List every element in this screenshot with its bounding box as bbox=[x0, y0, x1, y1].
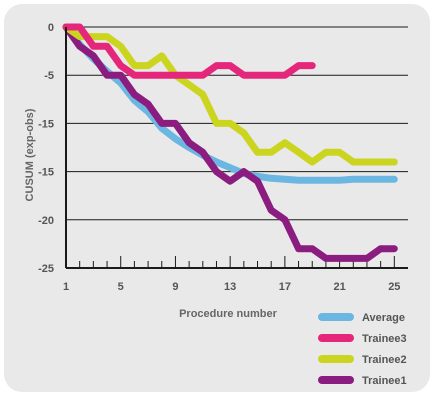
x-axis-title: Procedure number bbox=[179, 308, 278, 320]
y-tick-label: -20 bbox=[38, 215, 54, 227]
x-tick-label: 5 bbox=[118, 281, 124, 293]
series-line-trainee3 bbox=[62, 23, 316, 79]
series-lines bbox=[62, 23, 398, 262]
legend: Average Trainee3 Trainee2 Trainee1 bbox=[318, 312, 407, 387]
y-tick-label: -15 bbox=[38, 118, 54, 130]
x-tick-label: 17 bbox=[279, 281, 291, 293]
series-line-trainee1 bbox=[62, 23, 398, 262]
y-tick-label: -5 bbox=[44, 70, 54, 82]
series-line-average bbox=[62, 23, 398, 184]
legend-label-trainee1: Trainee1 bbox=[362, 375, 407, 387]
x-tick-label: 1 bbox=[63, 281, 69, 293]
legend-label-average: Average bbox=[362, 312, 405, 324]
y-tick-label: -15 bbox=[38, 167, 54, 179]
x-ticks: 1 5 9 13 17 21 25 bbox=[63, 256, 400, 293]
y-tick-label: 0 bbox=[48, 22, 54, 34]
legend-label-trainee2: Trainee2 bbox=[362, 354, 407, 366]
axes bbox=[65, 27, 408, 269]
series-line-trainee2 bbox=[62, 23, 398, 166]
legend-label-trainee3: Trainee3 bbox=[362, 333, 407, 345]
y-axis-title: CUSUM (exp-obs) bbox=[24, 108, 36, 201]
x-tick-label: 13 bbox=[224, 281, 236, 293]
x-tick-label: 21 bbox=[333, 281, 345, 293]
x-tick-label: 25 bbox=[388, 281, 400, 293]
x-tick-label: 9 bbox=[172, 281, 178, 293]
y-tick-label: -25 bbox=[38, 263, 54, 275]
y-tick-labels: 0 -5 -15 -15 -20 -25 bbox=[38, 22, 54, 275]
